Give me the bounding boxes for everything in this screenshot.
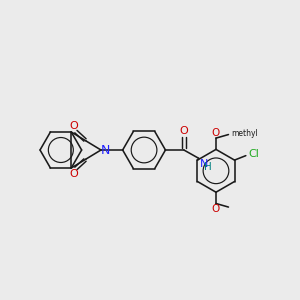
Text: O: O [69,122,78,131]
Text: N: N [200,159,208,169]
Text: H: H [204,163,212,172]
Text: O: O [179,126,188,136]
Text: N: N [100,143,110,157]
Text: O: O [212,204,220,214]
Text: O: O [212,128,220,138]
Text: Cl: Cl [248,149,260,159]
Text: methyl: methyl [231,130,258,139]
Text: O: O [69,169,78,178]
